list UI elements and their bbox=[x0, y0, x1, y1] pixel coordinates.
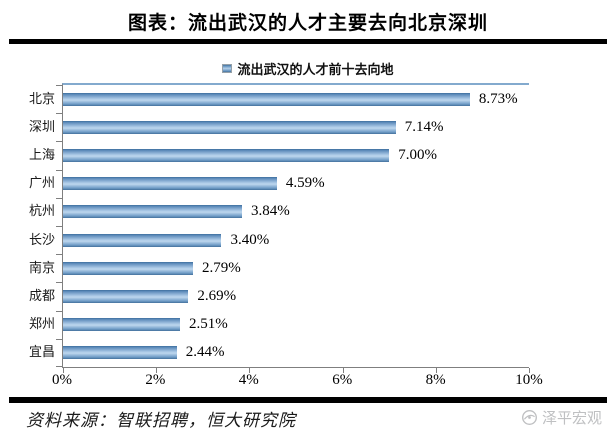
value-label: 7.14% bbox=[404, 118, 444, 135]
legend-swatch-icon bbox=[222, 64, 233, 73]
category-label: 郑州 bbox=[28, 316, 55, 332]
category-label: 宜昌 bbox=[28, 344, 55, 360]
y-axis-tick bbox=[56, 169, 62, 171]
bar bbox=[63, 346, 177, 360]
footer: 资料来源：智联招聘，恒大研究院 泽平宏观 bbox=[0, 403, 616, 429]
category-label: 成都 bbox=[28, 287, 55, 303]
bar-row: 2.69% bbox=[63, 282, 529, 310]
plot-area: 8.73% 7.14% 7.00% 4.59% 3.84% 3.40% 2.79% 2.69%… bbox=[56, 83, 530, 373]
bar-row: 3.40% bbox=[63, 226, 529, 254]
x-axis-tick-label: 6% bbox=[332, 371, 353, 388]
category-label: 广州 bbox=[28, 175, 55, 191]
y-axis-tick bbox=[56, 310, 62, 312]
value-label: 2.79% bbox=[202, 259, 241, 276]
y-axis-tick bbox=[56, 254, 62, 256]
bar bbox=[63, 233, 222, 247]
x-axis-tick bbox=[156, 367, 158, 373]
bar bbox=[63, 177, 277, 191]
value-label: 3.40% bbox=[230, 231, 270, 248]
bar bbox=[63, 205, 242, 219]
x-axis-labels: 0% 2% 4% 6% 8% 10% bbox=[52, 368, 543, 390]
category-label: 长沙 bbox=[28, 231, 55, 247]
y-axis-tick bbox=[56, 113, 62, 115]
bar bbox=[63, 289, 189, 303]
bar bbox=[63, 148, 390, 162]
page-title: 图表：流出武汉的人才主要去向北京深圳 bbox=[127, 13, 488, 34]
y-axis-tick bbox=[56, 141, 62, 143]
y-axis-labels: 北京深圳上海广州杭州长沙南京成都郑州宜昌 bbox=[0, 83, 62, 368]
x-axis-tick-label: 4% bbox=[238, 371, 259, 388]
x-axis-tick bbox=[249, 367, 251, 373]
bar bbox=[63, 92, 470, 106]
bar-row: 3.84% bbox=[63, 198, 529, 226]
y-axis-tick bbox=[56, 85, 62, 86]
y-axis-tick bbox=[56, 366, 62, 367]
x-axis-tick bbox=[529, 367, 530, 373]
x-axis-tick-label: 2% bbox=[145, 371, 166, 388]
value-label: 8.73% bbox=[478, 90, 518, 107]
x-axis-tick bbox=[342, 367, 344, 373]
bar-row: 4.59% bbox=[63, 170, 529, 198]
category-label: 上海 bbox=[28, 146, 55, 162]
bar bbox=[63, 318, 180, 332]
value-label: 4.59% bbox=[285, 175, 325, 192]
bar bbox=[63, 261, 193, 275]
category-label: 深圳 bbox=[28, 118, 55, 134]
bar-chart: 北京深圳上海广州杭州长沙南京成都郑州宜昌 8.73% 7.14% 7.00% 4.59… bbox=[0, 83, 616, 373]
value-label: 7.00% bbox=[398, 146, 437, 163]
category-label: 北京 bbox=[28, 90, 55, 106]
source-note: 资料来源：智联招聘，恒大研究院 bbox=[26, 410, 296, 429]
category-label: 杭州 bbox=[28, 203, 55, 219]
value-label: 2.44% bbox=[185, 344, 225, 361]
value-label: 3.84% bbox=[250, 203, 290, 220]
bar-row: 8.73% bbox=[63, 85, 529, 113]
y-axis-tick bbox=[56, 226, 62, 227]
value-label: 2.69% bbox=[197, 287, 237, 304]
x-axis-tick bbox=[435, 367, 437, 373]
legend-label: 流出武汉的人才前十去向地 bbox=[237, 62, 394, 77]
bar-row: 7.00% bbox=[63, 141, 529, 169]
bar-row: 7.14% bbox=[63, 113, 529, 141]
y-axis-tick bbox=[56, 197, 62, 199]
watermark: 泽平宏观 bbox=[521, 407, 602, 428]
y-axis-tick bbox=[56, 338, 62, 340]
x-axis-tick-label: 8% bbox=[425, 371, 446, 388]
bar bbox=[63, 120, 396, 134]
y-axis-tick bbox=[56, 282, 62, 284]
bar-row: 2.44% bbox=[63, 339, 529, 367]
top-divider bbox=[9, 39, 607, 44]
chart-legend: 流出武汉的人才前十去向地 bbox=[0, 59, 616, 78]
bar-row: 2.51% bbox=[63, 311, 529, 339]
bar-row: 2.79% bbox=[63, 254, 529, 282]
x-axis-tick-label: 0% bbox=[52, 371, 72, 388]
zeping-logo-icon bbox=[522, 409, 537, 425]
watermark-label: 泽平宏观 bbox=[541, 410, 602, 427]
category-label: 南京 bbox=[28, 259, 55, 275]
bottom-divider bbox=[9, 396, 607, 403]
x-axis-tick-label: 10% bbox=[515, 371, 543, 388]
x-axis-tick bbox=[63, 367, 64, 373]
value-label: 2.51% bbox=[188, 316, 228, 333]
